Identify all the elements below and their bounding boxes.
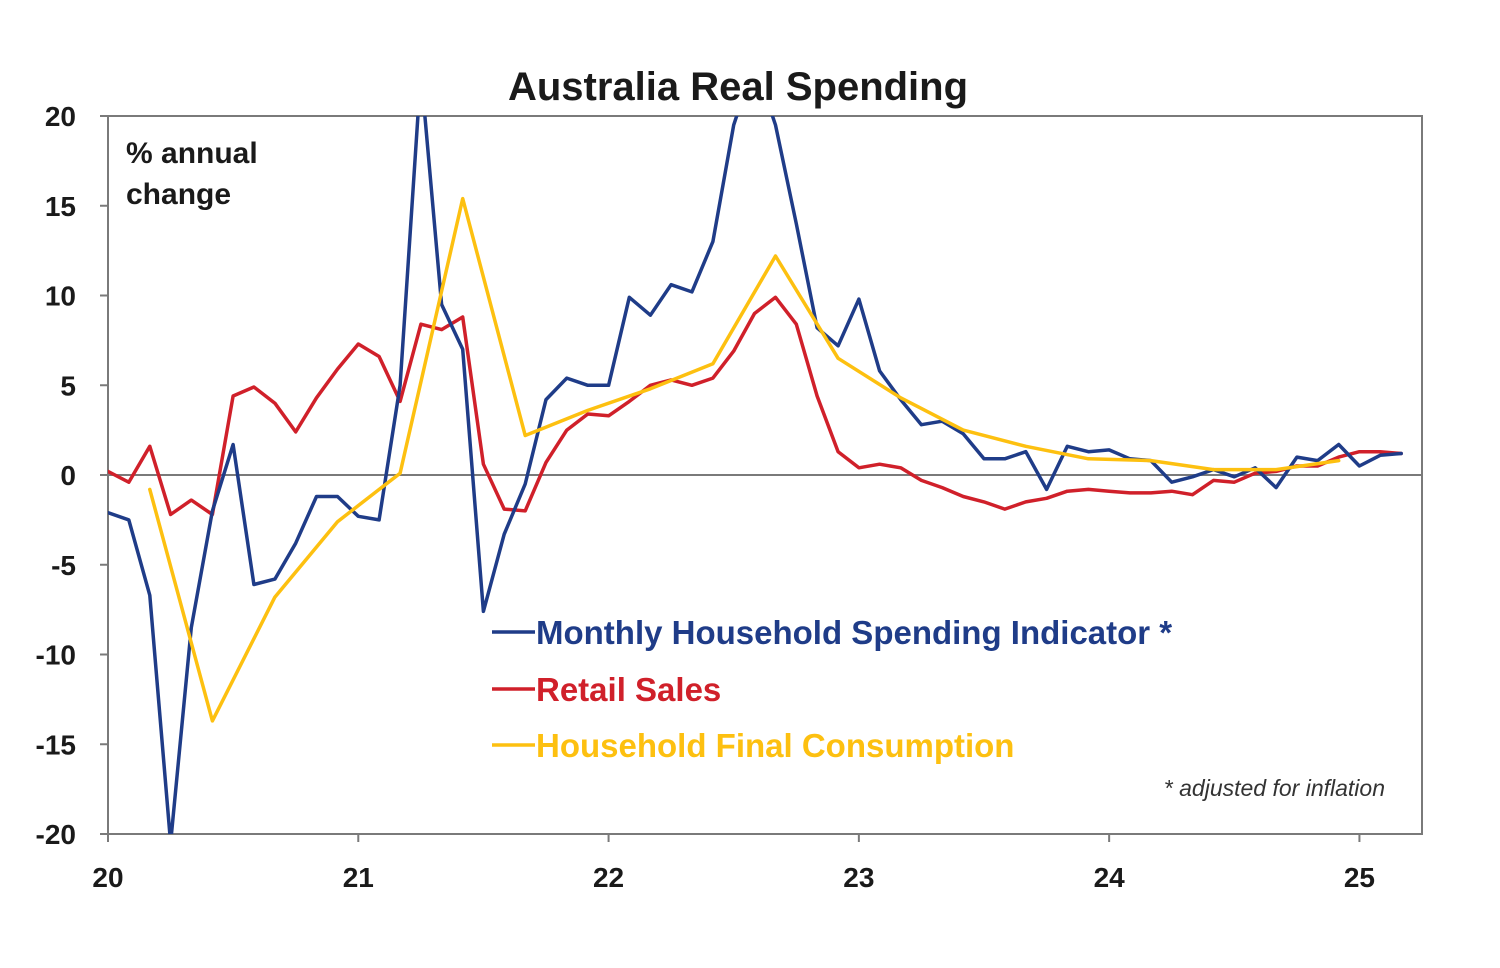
- legend-label-retail: Retail Sales: [536, 671, 721, 708]
- y-tick-label: 20: [45, 101, 76, 132]
- y-tick-label: -10: [36, 640, 76, 671]
- chart-title: Australia Real Spending: [508, 65, 968, 109]
- unit-label-line-2: change: [126, 178, 231, 211]
- x-tick-label: 20: [92, 862, 123, 893]
- y-tick-label: 0: [60, 460, 76, 491]
- y-tick-label: -20: [36, 819, 76, 850]
- series-layer: [108, 116, 1403, 834]
- x-tick-label: 22: [593, 862, 624, 893]
- series-line-hfc: [148, 196, 1341, 723]
- legend-label-monthly: Monthly Household Spending Indicator *: [536, 614, 1172, 651]
- y-tick-label: 15: [45, 191, 76, 222]
- x-tick-label: 24: [1094, 862, 1126, 893]
- unit-label-line-1: % annual: [126, 137, 258, 170]
- x-axis: 20 21 22 23 24 25: [92, 834, 1375, 893]
- x-tick-label: 25: [1344, 862, 1375, 893]
- series-line-monthly: [108, 116, 1403, 834]
- x-tick-label: 23: [843, 862, 874, 893]
- y-tick-label: 5: [60, 370, 76, 401]
- footnote: * adjusted for inflation: [1164, 775, 1385, 801]
- legend-label-hfc: Household Final Consumption: [536, 727, 1014, 764]
- series-line-retail: [108, 295, 1403, 517]
- y-tick-label: -15: [36, 729, 76, 760]
- y-axis: 20 15 10 5 0 -5 -10 -15 -20: [36, 101, 108, 850]
- y-tick-label: -5: [51, 550, 76, 581]
- legend: Monthly Household Spending Indicator * Re…: [492, 614, 1172, 764]
- x-tick-label: 21: [343, 862, 374, 893]
- y-tick-label: 10: [45, 281, 76, 312]
